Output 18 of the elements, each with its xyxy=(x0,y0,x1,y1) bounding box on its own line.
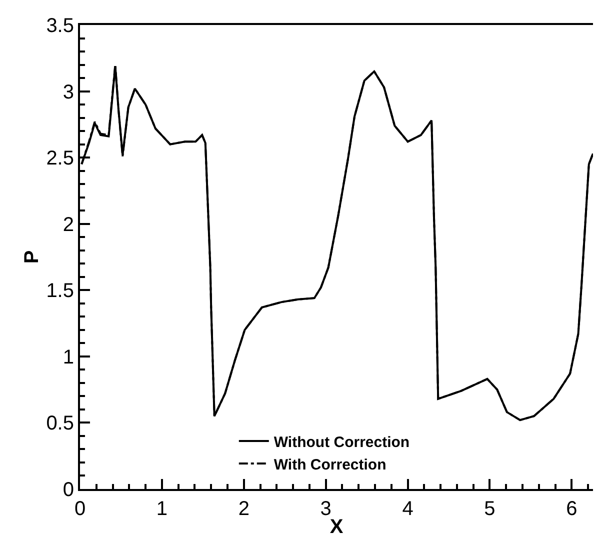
y-tick-label: 1 xyxy=(62,346,74,368)
legend-label: Without Correction xyxy=(274,434,410,451)
y-tick-label: 1.5 xyxy=(46,280,74,302)
x-tick-label: 3 xyxy=(320,498,332,520)
x-tick-label: 1 xyxy=(156,498,168,520)
y-tick-label: 3 xyxy=(62,81,74,104)
y-axis-title: P xyxy=(21,250,44,264)
x-axis-title: X xyxy=(330,516,344,538)
x-tick-label: 4 xyxy=(402,498,414,520)
y-tick-label: 0 xyxy=(62,479,74,501)
y-tick-label: 2.5 xyxy=(46,148,74,170)
legend-label: With Correction xyxy=(274,456,386,474)
x-tick-label: 6 xyxy=(566,498,578,520)
x-tick-label: 2 xyxy=(238,498,250,520)
y-tick-label: 2 xyxy=(62,214,74,236)
y-tick-label: 3.5 xyxy=(46,15,74,37)
x-tick-label: 5 xyxy=(484,498,496,520)
y-tick-label: 0.5 xyxy=(46,412,74,435)
